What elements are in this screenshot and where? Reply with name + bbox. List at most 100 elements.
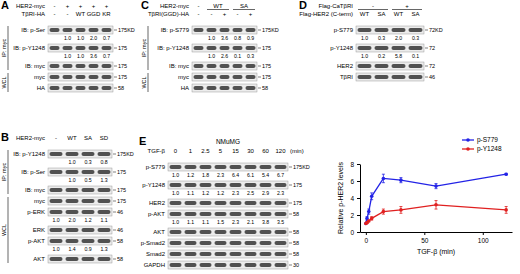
quant-value: 1.0 <box>52 217 59 223</box>
blot-band <box>246 86 256 90</box>
row-name: myc <box>34 198 45 204</box>
figure: AHER2-myc-++++TβRI-HA--WTGGDKRIB: p-Ser1… <box>0 0 520 274</box>
blot-band <box>98 257 111 261</box>
blot-box <box>356 62 424 70</box>
mw-label: 58 <box>262 85 268 91</box>
quant-value: 0.7 <box>103 35 110 41</box>
quant-value: 2.3 <box>232 190 239 196</box>
blot-box <box>48 255 112 263</box>
data-point <box>370 195 374 199</box>
y-tick-mark <box>357 198 360 199</box>
error-cap <box>382 209 385 210</box>
legend-label: p-Y1248 <box>477 145 502 153</box>
quant-value: 6.4 <box>232 172 239 178</box>
mw-label: 58 <box>118 85 124 91</box>
blot-band <box>98 228 111 232</box>
blot-band <box>82 257 95 261</box>
blot-band <box>89 86 99 90</box>
error-cap <box>505 206 508 207</box>
blot-box <box>48 197 112 205</box>
header-name: HER2-myc <box>160 3 189 9</box>
quant-value: 1.3 <box>100 177 107 183</box>
blot-box <box>192 26 257 34</box>
header-cell: - <box>55 135 57 141</box>
blot-band <box>260 201 272 205</box>
blot-band <box>185 201 197 205</box>
blot-band <box>76 28 86 32</box>
mw-label: 58 <box>117 256 123 262</box>
mw-tick <box>258 30 261 31</box>
blot-band <box>230 212 242 216</box>
blot-band <box>185 241 197 245</box>
mw-tick <box>113 154 116 155</box>
header-cell: WT <box>360 11 370 17</box>
blot-box <box>48 26 113 34</box>
header-name: HER2-myc <box>16 3 45 9</box>
mw-tick <box>114 77 117 78</box>
blot-band <box>233 28 243 32</box>
y-axis-line <box>360 165 361 233</box>
blot-band <box>409 28 423 32</box>
group-label: IP: myc <box>1 39 7 58</box>
group-label: IP: myc <box>141 39 147 58</box>
blot-band <box>230 201 242 205</box>
mw-label: 175KD <box>262 27 279 33</box>
x-tick: 50 <box>421 232 429 244</box>
x-tick: 100 <box>478 232 489 244</box>
row-name: p-ERK <box>27 209 45 215</box>
blot-band <box>50 28 60 32</box>
blot-band <box>50 210 63 214</box>
quant-value: 2.6 <box>221 53 228 59</box>
row-name: IB: myc <box>25 187 45 193</box>
blot-band <box>98 199 111 203</box>
header-name: Flag-HER2 (C-term) <box>299 11 353 17</box>
quant-value: 0.1 <box>412 53 419 59</box>
row-name: IB: p-Ser <box>21 27 45 33</box>
blot-band <box>215 263 227 267</box>
row-name: p-Smad2 <box>141 240 166 246</box>
row-name: IB: p-S779 <box>161 27 190 33</box>
header-cell: + <box>405 3 409 9</box>
blot-band <box>246 64 256 68</box>
mw-tick <box>289 167 292 168</box>
header-span <box>233 9 255 10</box>
error-cap <box>399 213 402 214</box>
header-cell: 120 <box>275 148 286 154</box>
blot-band <box>275 263 287 267</box>
mw-label: 72 <box>429 63 435 69</box>
mw-tick <box>425 30 428 31</box>
error-cap <box>370 199 373 200</box>
mw-label: 175 <box>118 45 127 51</box>
x-tick-mark <box>424 232 425 235</box>
data-point <box>367 210 371 214</box>
error-cap <box>505 213 508 214</box>
blot-band <box>98 170 111 174</box>
blot-box <box>48 186 112 194</box>
header-cell: WT <box>394 11 404 17</box>
mw-label: 175 <box>262 63 271 69</box>
header-cell: + <box>249 11 253 17</box>
quant-value: 5.4 <box>262 172 269 178</box>
blot-band <box>194 86 204 90</box>
blot-band <box>215 230 227 234</box>
quant-value: 1.0 <box>77 35 84 41</box>
header-cell: KR <box>102 11 111 17</box>
blot-band <box>82 152 95 156</box>
mw-tick <box>289 232 292 233</box>
blot-band <box>50 170 63 174</box>
blot-panel: CHER2-myc-WTSATβRI(GGD)-HA--+-+IB: p-S77… <box>141 0 279 92</box>
blot-box <box>192 73 257 81</box>
quant-value: 0.7 <box>103 53 110 59</box>
y-axis: 02468 <box>350 161 360 236</box>
mw-tick <box>113 241 116 242</box>
quant-value: 2.0 <box>68 217 75 223</box>
blot-band <box>392 64 406 68</box>
blot-band <box>82 210 95 214</box>
mw-label: 46 <box>117 209 123 215</box>
row-name: HER2 <box>337 63 354 69</box>
mw-tick <box>425 77 428 78</box>
mw-label: 58 <box>293 211 299 217</box>
mw-tick <box>113 190 116 191</box>
blot-band <box>215 252 227 256</box>
y-axis-title: Relative p-HER2 levels <box>337 162 345 234</box>
